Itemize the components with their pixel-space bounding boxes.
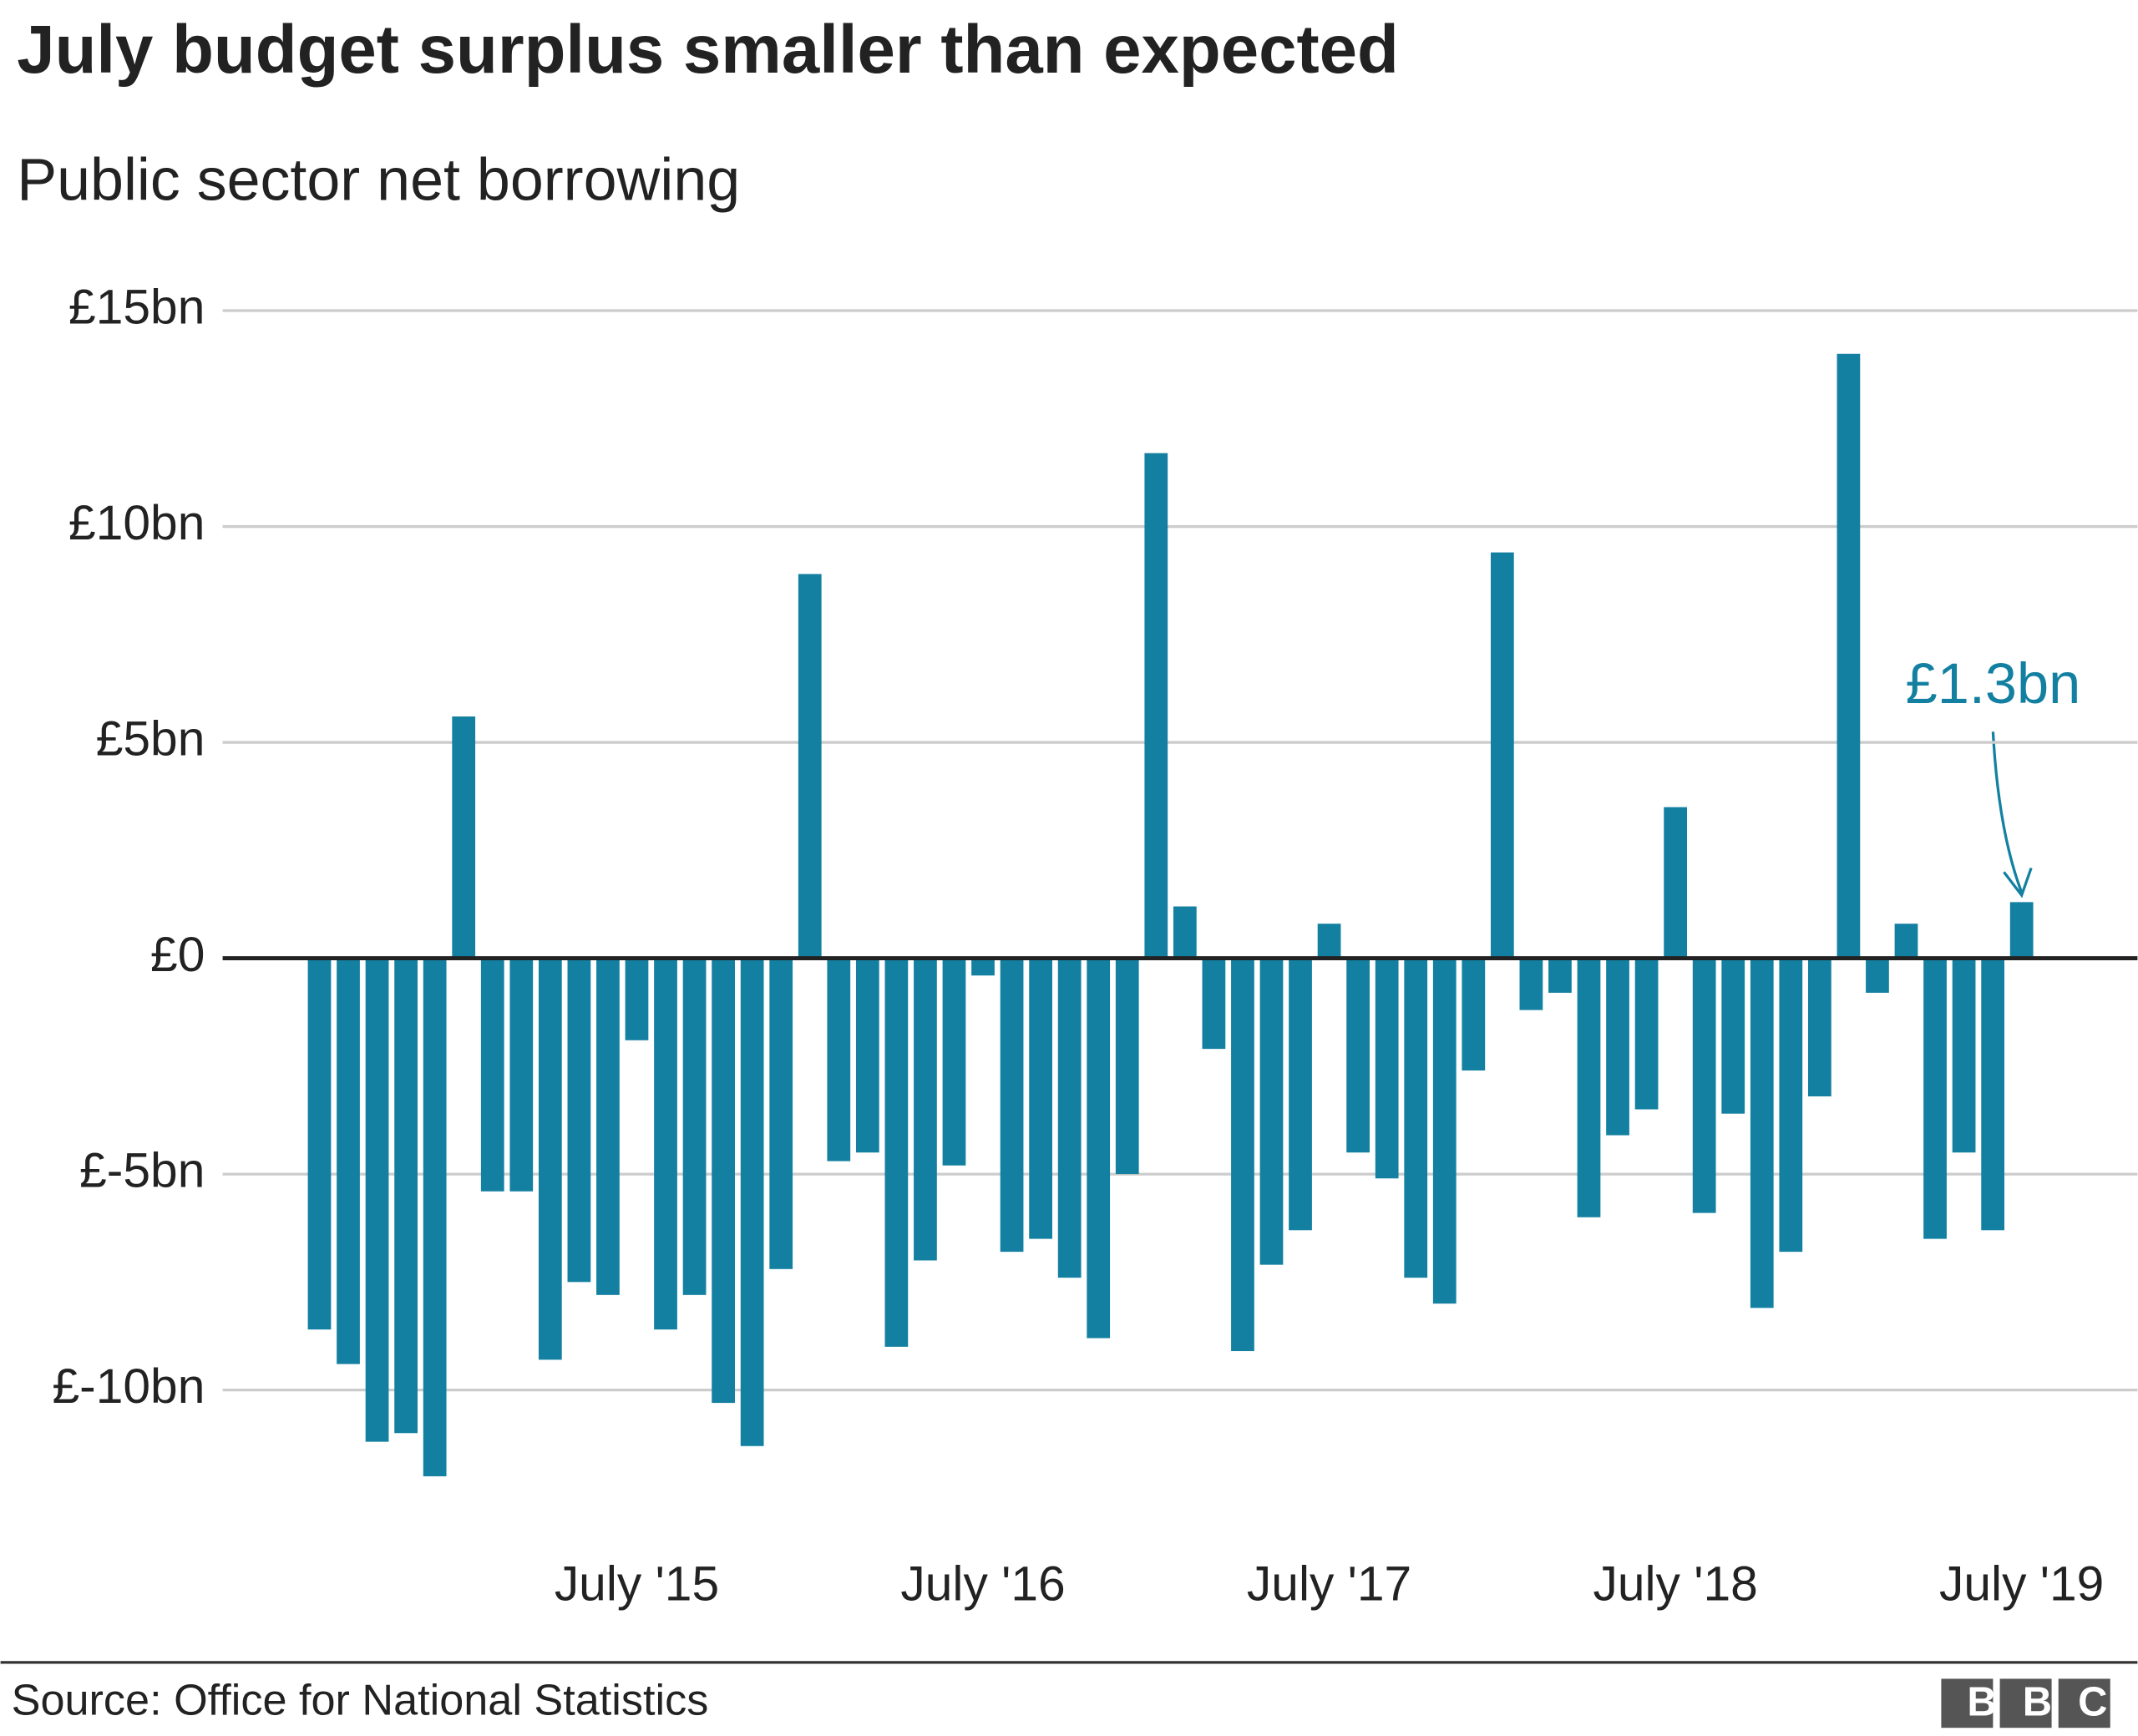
bar: [1057, 958, 1082, 1278]
bar: [480, 958, 504, 1192]
bar: [914, 958, 937, 1261]
bar: [307, 958, 332, 1330]
bar: [452, 716, 476, 959]
bar: [1866, 958, 1889, 993]
bar: [1317, 924, 1341, 959]
y-tick-label: £-10bn: [53, 1359, 205, 1414]
bar: [1721, 958, 1745, 1114]
y-tick-label: £5bn: [96, 712, 205, 767]
x-tick-label: July '17: [1247, 1557, 1411, 1612]
value-label: £1.3bn: [1906, 651, 2081, 716]
bar: [1548, 958, 1572, 993]
bar: [365, 958, 389, 1442]
bar: [1202, 958, 1226, 1050]
bar: [712, 958, 735, 1404]
bar: [1577, 958, 1601, 1217]
source: Source: Office for National Statistics: [12, 1677, 709, 1725]
bar: [798, 574, 822, 959]
logo: BBC: [1941, 1678, 2133, 1728]
bar: [2009, 902, 2034, 959]
bar: [1404, 958, 1428, 1278]
bar: [1807, 958, 1831, 1097]
bar: [769, 958, 793, 1269]
bar: [1115, 958, 1139, 1175]
bar: [1375, 958, 1399, 1179]
bar: [1490, 552, 1514, 959]
y-tick-label: £0: [150, 928, 205, 982]
bar: [1432, 958, 1457, 1304]
bar: [1837, 353, 1861, 959]
bar: [827, 958, 851, 1162]
x-tick-label: July '19: [1939, 1557, 2104, 1612]
bar: [1664, 807, 1687, 959]
bar: [538, 958, 562, 1360]
bar: [423, 958, 447, 1476]
bar: [1981, 958, 2005, 1231]
bar: [1606, 958, 1629, 1136]
bar: [1173, 906, 1197, 959]
bar: [1894, 924, 1918, 959]
bar: [654, 958, 677, 1330]
chart-title: July budget surplus smaller than expecte…: [17, 12, 1399, 88]
bar: [971, 958, 995, 976]
bar: [942, 958, 966, 1166]
bar: [1289, 958, 1312, 1231]
logo-text: BBC: [1967, 1679, 2133, 1724]
bar: [625, 958, 649, 1040]
bar: [1087, 958, 1111, 1339]
y-tick-label: £10bn: [68, 496, 205, 550]
bar: [509, 958, 534, 1192]
bar: [1779, 958, 1803, 1253]
bar: [1346, 958, 1370, 1153]
x-tick-label: July '15: [555, 1557, 719, 1612]
bar: [394, 958, 418, 1434]
bar: [337, 958, 360, 1364]
bar: [1750, 958, 1774, 1308]
bar: [1634, 958, 1659, 1110]
bar: [1231, 958, 1254, 1352]
x-tick-label: July '16: [900, 1557, 1065, 1612]
bar: [1692, 958, 1716, 1213]
annotation-arrowhead: [2003, 867, 2033, 898]
y-tick-label: £-5bn: [79, 1144, 205, 1198]
bar: [1029, 958, 1052, 1239]
bar: [1259, 958, 1284, 1265]
bar: [1462, 958, 1486, 1070]
chart-subtitle: Public sector net borrowing: [17, 146, 740, 213]
bar: [1144, 453, 1168, 959]
y-tick-label: £15bn: [68, 281, 205, 335]
bar: [884, 958, 909, 1347]
bar: [1519, 958, 1543, 1010]
bar: [1923, 958, 1947, 1239]
bar: [567, 958, 591, 1283]
annotation-arrow: [1991, 731, 2024, 893]
bar: [1000, 958, 1024, 1253]
bar: [596, 958, 620, 1295]
bar: [682, 958, 707, 1295]
bar: [1952, 958, 1976, 1153]
bar: [855, 958, 879, 1153]
bar: [740, 958, 764, 1446]
x-tick-label: July '18: [1593, 1557, 1757, 1612]
